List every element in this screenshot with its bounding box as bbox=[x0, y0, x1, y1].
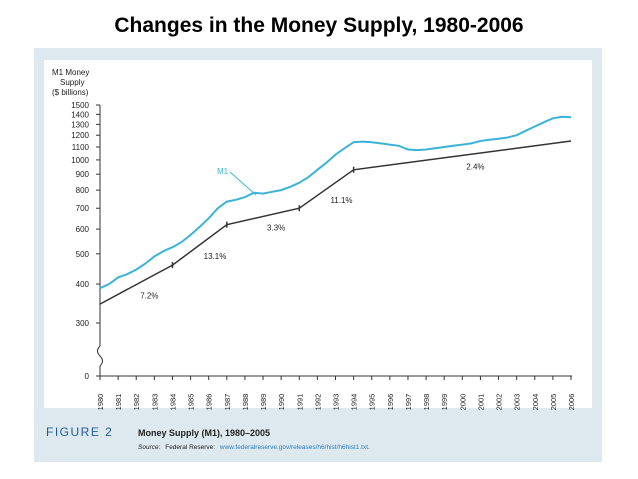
x-tick-label: 1999 bbox=[440, 394, 449, 411]
x-tick-label: 1982 bbox=[132, 394, 141, 411]
x-tick-label: 1983 bbox=[150, 394, 159, 411]
y-tick-label: 600 bbox=[76, 225, 90, 234]
trend-growth-label: 7.2% bbox=[140, 292, 158, 301]
x-tick-label: 1981 bbox=[114, 394, 123, 411]
x-tick-label: 1989 bbox=[259, 394, 268, 411]
y-axis-label-line-2: Supply bbox=[60, 78, 84, 87]
y-tick-label: 800 bbox=[76, 186, 90, 195]
x-tick-label: 1994 bbox=[350, 394, 359, 411]
x-tick-label: 2002 bbox=[495, 394, 504, 411]
y-tick-label: 500 bbox=[76, 250, 90, 259]
y-tick-label: 900 bbox=[76, 170, 90, 179]
x-tick-label: 1995 bbox=[368, 394, 377, 411]
x-tick-label: 1980 bbox=[96, 394, 105, 411]
y-tick-label: 1000 bbox=[71, 156, 89, 165]
source-url-link[interactable]: www.federalreserve.gov/releases/h6/hist/… bbox=[219, 444, 370, 451]
y-tick-label: 700 bbox=[76, 204, 90, 213]
slide-title: Changes in the Money Supply, 1980-2006 bbox=[114, 14, 524, 37]
x-tick-label: 1998 bbox=[422, 394, 431, 411]
y-tick-label: 1400 bbox=[71, 110, 89, 119]
axis-break-icon bbox=[97, 345, 103, 367]
x-tick-label: 2001 bbox=[476, 394, 485, 411]
trend-growth-label: 11.1% bbox=[330, 196, 352, 205]
x-tick-label: 1997 bbox=[404, 394, 413, 411]
figure-source: Source: Federal Reserve: www.federalrese… bbox=[138, 444, 370, 451]
m1-series-line bbox=[99, 115, 572, 290]
figure-panel: M1 Money Supply ($ billions) 300 400 500 60… bbox=[34, 48, 602, 462]
source-prefix: Source: bbox=[138, 444, 161, 451]
x-tick-label: 1991 bbox=[295, 394, 304, 411]
x-tick-label: 2000 bbox=[458, 394, 467, 411]
money-supply-chart: M1 Money Supply ($ billions) 300 400 500 60… bbox=[34, 48, 602, 462]
y-tick-label: 300 bbox=[76, 319, 90, 328]
m1-annotation-label: M1 bbox=[217, 167, 229, 176]
x-tick-label: 1996 bbox=[386, 394, 395, 411]
x-tick-label: 2004 bbox=[531, 394, 540, 411]
x-tick-label: 2005 bbox=[549, 394, 558, 411]
y-tick-label: 400 bbox=[76, 280, 90, 289]
figure-label: FIGURE 2 bbox=[46, 425, 113, 439]
plot-background bbox=[44, 60, 592, 408]
trend-series-line bbox=[99, 140, 572, 305]
m1-annotation-pointer bbox=[229, 171, 257, 196]
figure-caption-title: Money Supply (M1), 1980–2005 bbox=[138, 428, 270, 438]
trend-growth-label: 13.1% bbox=[204, 252, 227, 261]
trend-growth-label: 3.3% bbox=[267, 223, 285, 232]
x-tick-label: 1992 bbox=[313, 394, 322, 411]
y-tick-label: 1100 bbox=[72, 143, 90, 152]
x-tick-label: 1990 bbox=[277, 394, 286, 411]
trend-growth-label: 2.4% bbox=[466, 162, 484, 171]
x-tick-label: 2003 bbox=[513, 394, 522, 411]
x-tick-label: 1988 bbox=[241, 394, 250, 411]
source-text: Federal Reserve: bbox=[165, 444, 215, 451]
x-tick-label: 1993 bbox=[332, 394, 341, 411]
x-tick-label: 1984 bbox=[168, 394, 177, 411]
y-tick-label: 1500 bbox=[71, 101, 89, 110]
y-tick-label: 1200 bbox=[71, 131, 89, 140]
x-tick-label: 1985 bbox=[187, 394, 196, 411]
y-axis-label-line-1: M1 Money bbox=[52, 68, 89, 77]
y-tick-zero: 0 bbox=[85, 372, 90, 381]
x-tick-label: 1987 bbox=[223, 394, 232, 411]
y-axis-label-line-3: ($ billions) bbox=[52, 88, 89, 97]
x-tick-label: 1986 bbox=[205, 394, 214, 411]
y-tick-label: 1300 bbox=[71, 120, 89, 129]
x-tick-label: 2006 bbox=[567, 394, 576, 411]
